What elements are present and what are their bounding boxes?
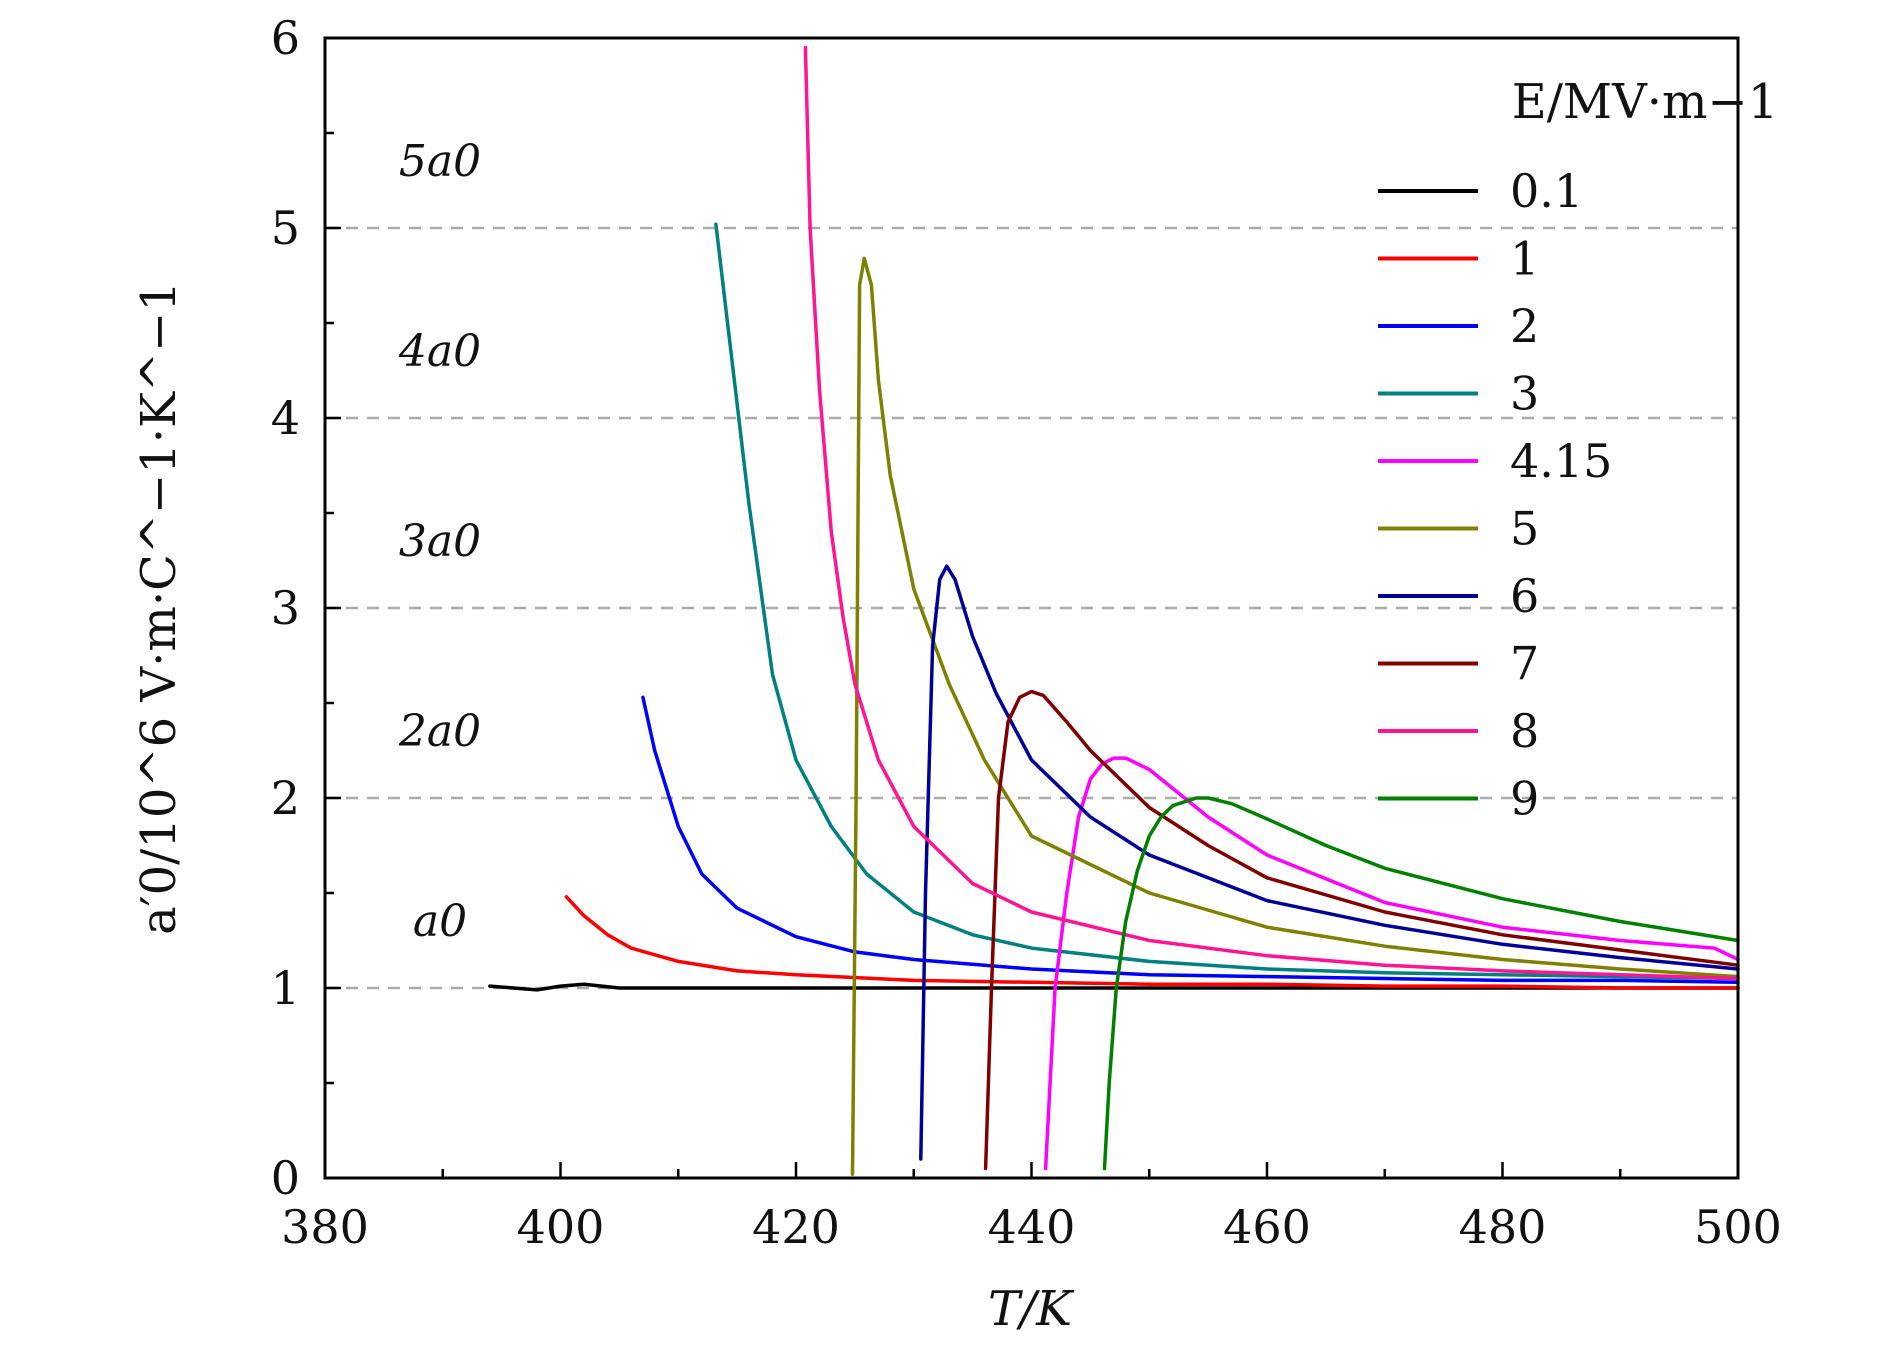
level-annotation: 5a0 bbox=[399, 136, 481, 187]
x-tick-label: 460 bbox=[1223, 1200, 1311, 1254]
legend-items: 0.1 1 2 3 4.15 5 6 7 8 9 bbox=[1378, 164, 1612, 826]
y-tick-label: 0 bbox=[271, 1151, 300, 1205]
axis-ticks bbox=[325, 131, 1622, 1178]
series-line-E-9 bbox=[1102, 796, 1740, 1171]
legend-label-E-1: 1 bbox=[1510, 232, 1539, 286]
level-annotation: 3a0 bbox=[399, 516, 481, 567]
y-tick-label: 6 bbox=[271, 11, 300, 65]
x-tick-label: 500 bbox=[1694, 1200, 1782, 1254]
legend-label-E-3: 3 bbox=[1510, 367, 1539, 421]
level-annotation: 4a0 bbox=[398, 326, 481, 377]
x-tick-label: 380 bbox=[281, 1200, 369, 1254]
legend-label-E-4.15: 4.15 bbox=[1510, 434, 1612, 488]
x-tick-label: 400 bbox=[517, 1200, 605, 1254]
legend-label-E-9: 9 bbox=[1510, 772, 1539, 826]
series-line-E-2 bbox=[641, 695, 1740, 985]
series-lines bbox=[488, 45, 1740, 1176]
y-tick-label: 1 bbox=[271, 961, 300, 1015]
series-line-E-8 bbox=[803, 45, 1740, 981]
legend-label-E-2: 2 bbox=[1510, 299, 1539, 353]
tick-labels: 380 400 420 440 460 480 500 0 1 2 3 4 5 6 bbox=[271, 11, 1782, 1254]
y-tick-label: 4 bbox=[271, 391, 300, 445]
series-line-E-7 bbox=[983, 689, 1740, 1171]
y-tick-label: 5 bbox=[271, 201, 300, 255]
x-axis-title: T/K bbox=[988, 1281, 1075, 1337]
series-line-E-3 bbox=[714, 222, 1740, 981]
legend-label-E-6: 6 bbox=[1510, 569, 1539, 623]
series-line-E-6 bbox=[919, 564, 1740, 1161]
legend-label-E-0.1: 0.1 bbox=[1510, 164, 1583, 218]
x-tick-label: 440 bbox=[988, 1200, 1076, 1254]
level-annotation: 2a0 bbox=[398, 706, 481, 757]
x-tick-label: 420 bbox=[752, 1200, 840, 1254]
annotations: a0 2a0 3a0 4a0 5a0 bbox=[398, 136, 481, 947]
series-line-E-1 bbox=[564, 895, 1740, 990]
y-axis-title: a′0/10^6 V·m·C^−1·K^−1 bbox=[131, 281, 187, 935]
x-tick-label: 480 bbox=[1459, 1200, 1547, 1254]
y-tick-label: 2 bbox=[271, 771, 300, 825]
legend-label-E-7: 7 bbox=[1510, 637, 1539, 691]
level-annotation: a0 bbox=[413, 896, 467, 947]
y-tick-label: 3 bbox=[271, 581, 300, 635]
series-line-E-5 bbox=[850, 256, 1740, 1176]
legend-label-E-8: 8 bbox=[1510, 704, 1539, 758]
legend-title: E/MV·m−1 bbox=[1512, 74, 1779, 130]
legend-label-E-5: 5 bbox=[1510, 502, 1539, 556]
legend: E/MV·m−1 0.1 1 2 3 4.15 5 6 7 8 9 bbox=[1378, 74, 1778, 826]
